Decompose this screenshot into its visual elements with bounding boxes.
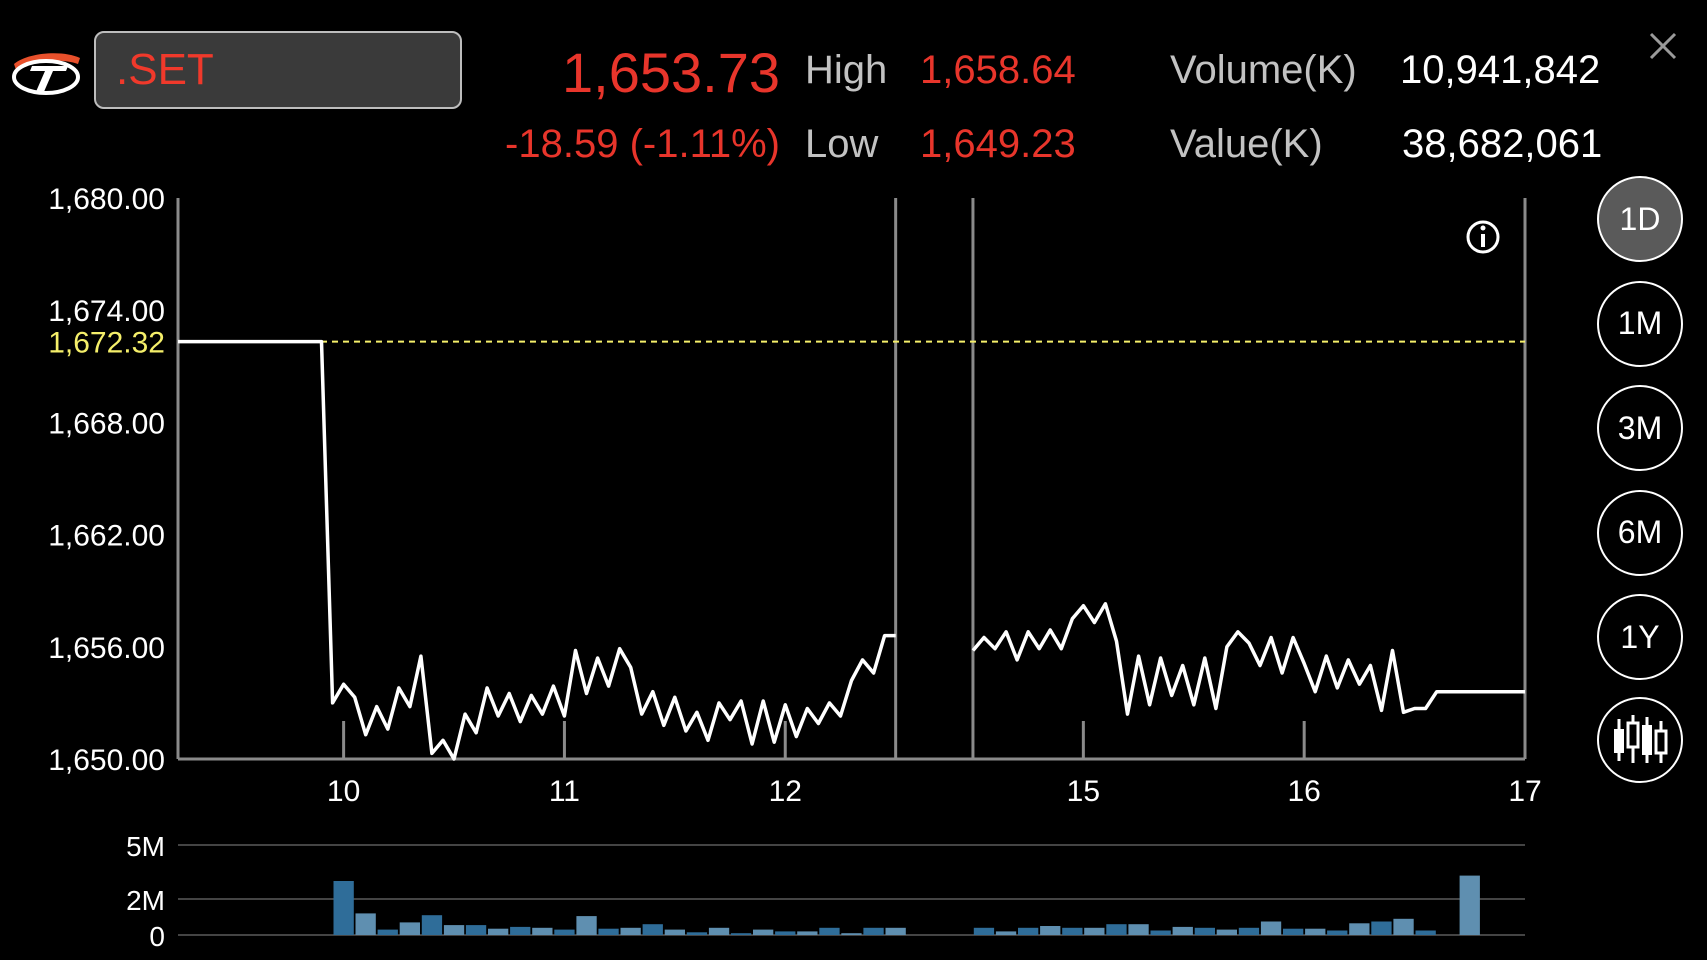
prev-close-label: 1,672.32 (48, 327, 165, 360)
volume-bar (576, 916, 597, 935)
price-chart: 10 11 12 15 16 17 1,680.00 1,674.00 1,668.00 1,66… (48, 183, 1541, 952)
volume-bar (554, 929, 575, 935)
x-tick-label: 11 (549, 775, 580, 808)
volume-bar (1349, 923, 1370, 935)
y-tick-label: 1,668.00 (48, 407, 165, 440)
volume-bar (1305, 928, 1326, 935)
candlestick-chart-icon (1614, 715, 1668, 763)
volume-bar (1150, 930, 1171, 935)
high-value: 1,658.64 (920, 48, 1076, 92)
volume-bar (819, 927, 840, 935)
volume-y-tick-label: 5M (126, 831, 165, 862)
volume-bar (465, 925, 487, 935)
volume-bar (1084, 927, 1105, 935)
x-tick-label: 12 (769, 775, 802, 808)
volume-bar (598, 928, 619, 935)
volume-bar (399, 922, 420, 935)
volume-bar (443, 925, 465, 935)
volume-y-tick-label: 0 (149, 921, 165, 952)
volume-bar (1371, 921, 1392, 935)
volume-bar (421, 915, 443, 935)
value-label: Value(K) (1170, 122, 1323, 166)
volume-value: 10,941,842 (1400, 48, 1601, 92)
close-icon[interactable] (1645, 28, 1681, 64)
low-label: Low (805, 122, 879, 166)
volume-bar (1283, 928, 1304, 935)
volume-bar (863, 927, 884, 935)
volume-bar (686, 932, 708, 935)
volume-bar (730, 933, 752, 935)
volume-bar (995, 931, 1017, 935)
y-tick-label: 1,674.00 (48, 295, 165, 328)
price-series-line (178, 339, 896, 761)
volume-y-tick-label: 2M (126, 885, 165, 916)
volume-bar (775, 931, 796, 935)
volume-bar (377, 929, 398, 935)
symbol-search-box[interactable]: .SET (94, 31, 462, 109)
x-tick-label: 16 (1287, 775, 1320, 808)
volume-bar (1260, 921, 1282, 935)
price-series-line (971, 602, 1525, 716)
volume-bar (510, 926, 531, 935)
last-price: 1,653.73 (562, 41, 780, 104)
value-value: 38,682,061 (1402, 122, 1603, 166)
info-icon[interactable] (1466, 220, 1500, 254)
logo-icon (10, 44, 82, 100)
x-tick-label: 15 (1067, 775, 1100, 808)
volume-bar (1172, 926, 1193, 935)
y-tick-label: 1,650.00 (48, 744, 165, 777)
x-tick-label: 10 (327, 775, 360, 808)
volume-bar (1216, 929, 1237, 935)
volume-bar (333, 881, 354, 935)
volume-bar (1238, 927, 1260, 935)
volume-bar (1327, 930, 1348, 935)
volume-bar (1194, 927, 1215, 935)
low-value: 1,649.23 (920, 122, 1076, 166)
period-button-1y[interactable]: 1Y (1597, 594, 1683, 680)
symbol-text: .SET (116, 45, 214, 94)
price-change: -18.59 (-1.11%) (505, 122, 780, 166)
volume-bar (885, 927, 906, 935)
volume-bar (1128, 924, 1149, 935)
volume-bar (1106, 924, 1127, 935)
volume-bar (1040, 926, 1061, 935)
y-tick-label: 1,656.00 (48, 632, 165, 665)
volume-bar (488, 928, 509, 935)
x-tick-label: 17 (1508, 775, 1541, 808)
period-button-3m[interactable]: 3M (1597, 385, 1683, 471)
volume-bar (797, 931, 818, 935)
volume-bar (1393, 918, 1414, 935)
volume-bar (1018, 927, 1039, 935)
candlestick-chart-button[interactable] (1597, 697, 1683, 783)
volume-bar (1415, 930, 1436, 935)
volume-bar (532, 927, 553, 935)
y-tick-label: 1,662.00 (48, 520, 165, 553)
period-button-1m[interactable]: 1M (1597, 280, 1683, 367)
y-tick-label: 1,680.00 (48, 183, 165, 216)
period-button-6m[interactable]: 6M (1597, 489, 1683, 576)
volume-bar (1062, 927, 1083, 935)
high-label: High (805, 48, 888, 92)
volume-bar (1459, 875, 1480, 935)
volume-label: Volume(K) (1170, 48, 1357, 92)
volume-bar (973, 927, 995, 935)
volume-bar (664, 929, 685, 935)
volume-bar (841, 933, 862, 935)
volume-bar (708, 927, 730, 935)
period-button-1d[interactable]: 1D (1597, 176, 1683, 262)
volume-bar (620, 927, 641, 935)
volume-bar (753, 929, 774, 935)
volume-bar (642, 924, 663, 935)
volume-bar (355, 913, 376, 935)
